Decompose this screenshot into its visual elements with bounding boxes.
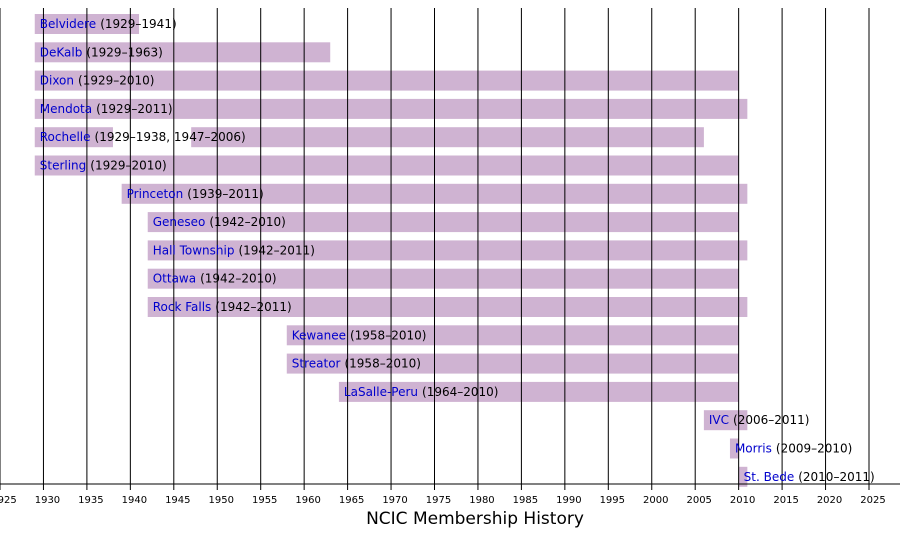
labels: Belvidere (1929–1941) DeKalb (1929–1963) Dix… <box>40 17 875 484</box>
x-tick-label: 2000 <box>643 495 668 506</box>
membership-bar <box>703 410 748 431</box>
x-tick-label: 1950 <box>209 495 234 506</box>
membership-bar <box>34 155 739 176</box>
team-name[interactable]: Morris <box>735 441 772 455</box>
team-label: Princeton (1939–2011) <box>127 186 264 200</box>
team-period: (1929–1941) <box>100 17 176 31</box>
membership-bar <box>147 212 739 233</box>
team-name[interactable]: Rochelle <box>40 130 91 144</box>
x-tick-label: 1960 <box>295 495 320 506</box>
team-label: Rochelle (1929–1938, 1947–2006) <box>40 130 246 144</box>
team-period: (2009–2010) <box>776 441 852 455</box>
team-name[interactable]: Ottawa <box>153 271 196 285</box>
team-period: (1929–1938, 1947–2006) <box>95 130 246 144</box>
team-period: (2010–2011) <box>798 469 874 483</box>
team-period: (1929–2011) <box>96 101 172 115</box>
team-label: Morris (2009–2010) <box>735 441 852 455</box>
x-tick-label: 2020 <box>817 495 842 506</box>
team-name[interactable]: Belvidere <box>40 17 96 31</box>
x-tick-label: 1975 <box>426 495 451 506</box>
membership-bar <box>338 381 739 402</box>
team-name[interactable]: Geneseo <box>153 215 206 229</box>
team-label: IVC (2006–2011) <box>709 413 810 427</box>
team-period: (2006–2011) <box>733 413 809 427</box>
x-tick-label: 2015 <box>773 495 798 506</box>
team-name[interactable]: Streator <box>292 356 341 370</box>
membership-bar <box>34 42 331 63</box>
team-period: (1929–2010) <box>90 158 166 172</box>
membership-bar <box>729 438 739 459</box>
x-tick-label: 1925 <box>0 495 17 506</box>
team-name[interactable]: Hall Township <box>153 243 235 257</box>
team-label: Streator (1958–2010) <box>292 356 421 370</box>
team-name[interactable]: Kewanee <box>292 328 346 342</box>
grid <box>0 8 870 490</box>
x-tick-label: 1955 <box>252 495 277 506</box>
chart-title: NCIC Membership History <box>366 509 584 529</box>
team-label: St. Bede (2010–2011) <box>744 469 875 483</box>
team-period: (1929–1963) <box>86 45 162 59</box>
x-tick-label: 1970 <box>382 495 407 506</box>
team-label: Sterling (1929–2010) <box>40 158 167 172</box>
x-tick-label: 1995 <box>600 495 625 506</box>
membership-bar <box>34 127 113 148</box>
team-period: (1929–2010) <box>78 73 154 87</box>
team-name[interactable]: Dixon <box>40 73 74 87</box>
membership-bar <box>147 297 748 317</box>
team-name[interactable]: Princeton <box>127 186 184 200</box>
team-name[interactable]: LaSalle-Peru <box>344 384 418 398</box>
membership-bar <box>738 466 748 487</box>
membership-bar <box>147 240 748 261</box>
x-tick-label: 1930 <box>35 495 60 506</box>
team-name[interactable]: IVC <box>709 413 729 427</box>
membership-bar <box>286 325 739 346</box>
team-period: (1942–2010) <box>209 215 285 229</box>
team-label: LaSalle-Peru (1964–2010) <box>344 384 499 398</box>
team-name[interactable]: Mendota <box>40 101 92 115</box>
team-label: Belvidere (1929–1941) <box>40 17 177 31</box>
team-label: DeKalb (1929–1963) <box>40 45 163 59</box>
team-name[interactable]: Rock Falls <box>153 300 212 314</box>
team-period: (1942–2011) <box>215 300 291 314</box>
x-tick-label: 2025 <box>860 495 885 506</box>
x-tick-label: 1980 <box>469 495 494 506</box>
membership-bar <box>286 353 739 374</box>
team-period: (1958–2010) <box>344 356 420 370</box>
x-tick-label: 1935 <box>78 495 103 506</box>
team-period: (1964–2010) <box>422 384 498 398</box>
x-tick-label: 1965 <box>339 495 364 506</box>
team-name[interactable]: Sterling <box>40 158 87 172</box>
team-period: (1939–2011) <box>187 186 263 200</box>
team-period: (1942–2011) <box>238 243 314 257</box>
x-tick-label: 1945 <box>165 495 190 506</box>
team-label: Geneseo (1942–2010) <box>153 215 286 229</box>
x-tick-label: 1985 <box>513 495 538 506</box>
membership-bar <box>191 127 704 148</box>
x-tick-label: 1940 <box>122 495 147 506</box>
team-name[interactable]: DeKalb <box>40 45 83 59</box>
team-label: Dixon (1929–2010) <box>40 73 155 87</box>
team-label: Rock Falls (1942–2011) <box>153 300 292 314</box>
x-tick-label: 1990 <box>556 495 581 506</box>
membership-bar <box>34 70 739 91</box>
team-label: Mendota (1929–2011) <box>40 101 173 115</box>
x-tick-label: 2010 <box>730 495 755 506</box>
team-period: (1958–2010) <box>350 328 426 342</box>
team-label: Ottawa (1942–2010) <box>153 271 277 285</box>
team-period: (1942–2010) <box>200 271 276 285</box>
membership-bar <box>147 268 739 289</box>
x-tick-label: 2005 <box>686 495 711 506</box>
team-name[interactable]: St. Bede <box>744 469 795 483</box>
team-label: Kewanee (1958–2010) <box>292 328 427 342</box>
team-label: Hall Township (1942–2011) <box>153 243 315 257</box>
